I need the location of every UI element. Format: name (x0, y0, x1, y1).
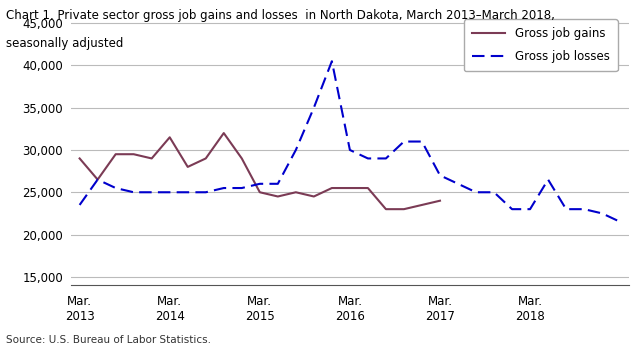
Gross job losses (364, 156, 372, 161)
Gross job gains (382, 207, 390, 211)
Gross job gains (76, 156, 83, 161)
Gross job losses (166, 190, 173, 194)
Gross job losses (148, 190, 155, 194)
Gross job gains (148, 156, 155, 161)
Gross job gains (184, 165, 191, 169)
Gross job losses (238, 186, 246, 190)
Gross job losses (220, 186, 228, 190)
Gross job gains (112, 152, 119, 156)
Gross job gains (130, 152, 137, 156)
Gross job losses (508, 207, 516, 211)
Gross job gains (202, 156, 209, 161)
Gross job gains (418, 203, 426, 207)
Gross job gains (220, 131, 228, 135)
Gross job losses (202, 190, 209, 194)
Gross job losses (580, 207, 588, 211)
Gross job losses (256, 182, 264, 186)
Legend: Gross job gains, Gross job losses: Gross job gains, Gross job losses (464, 19, 618, 71)
Gross job gains (328, 186, 336, 190)
Gross job gains (94, 177, 101, 182)
Text: seasonally adjusted: seasonally adjusted (6, 37, 124, 50)
Gross job losses (274, 182, 282, 186)
Gross job losses (472, 190, 480, 194)
Gross job losses (346, 148, 354, 152)
Gross job gains (256, 190, 264, 194)
Gross job gains (400, 207, 408, 211)
Line: Gross job gains: Gross job gains (80, 133, 440, 209)
Gross job losses (418, 139, 426, 144)
Gross job losses (400, 139, 408, 144)
Gross job gains (310, 194, 318, 198)
Gross job losses (562, 207, 570, 211)
Gross job losses (454, 182, 462, 186)
Gross job losses (310, 106, 318, 110)
Gross job gains (346, 186, 354, 190)
Text: Source: U.S. Bureau of Labor Statistics.: Source: U.S. Bureau of Labor Statistics. (6, 335, 211, 345)
Text: Chart 1. Private sector gross job gains and losses  in North Dakota, March 2013–: Chart 1. Private sector gross job gains … (6, 9, 555, 22)
Gross job gains (436, 198, 444, 203)
Line: Gross job losses: Gross job losses (80, 61, 620, 222)
Gross job gains (292, 190, 300, 194)
Gross job losses (598, 211, 606, 216)
Gross job gains (364, 186, 372, 190)
Gross job losses (292, 148, 300, 152)
Gross job losses (382, 156, 390, 161)
Gross job losses (328, 59, 336, 63)
Gross job losses (76, 203, 83, 207)
Gross job losses (94, 177, 101, 182)
Gross job losses (544, 177, 552, 182)
Gross job losses (436, 173, 444, 177)
Gross job losses (526, 207, 534, 211)
Gross job losses (616, 220, 624, 224)
Gross job losses (490, 190, 498, 194)
Gross job losses (112, 186, 119, 190)
Gross job gains (238, 156, 246, 161)
Gross job gains (274, 194, 282, 198)
Gross job losses (184, 190, 191, 194)
Gross job gains (166, 135, 173, 139)
Gross job losses (130, 190, 137, 194)
